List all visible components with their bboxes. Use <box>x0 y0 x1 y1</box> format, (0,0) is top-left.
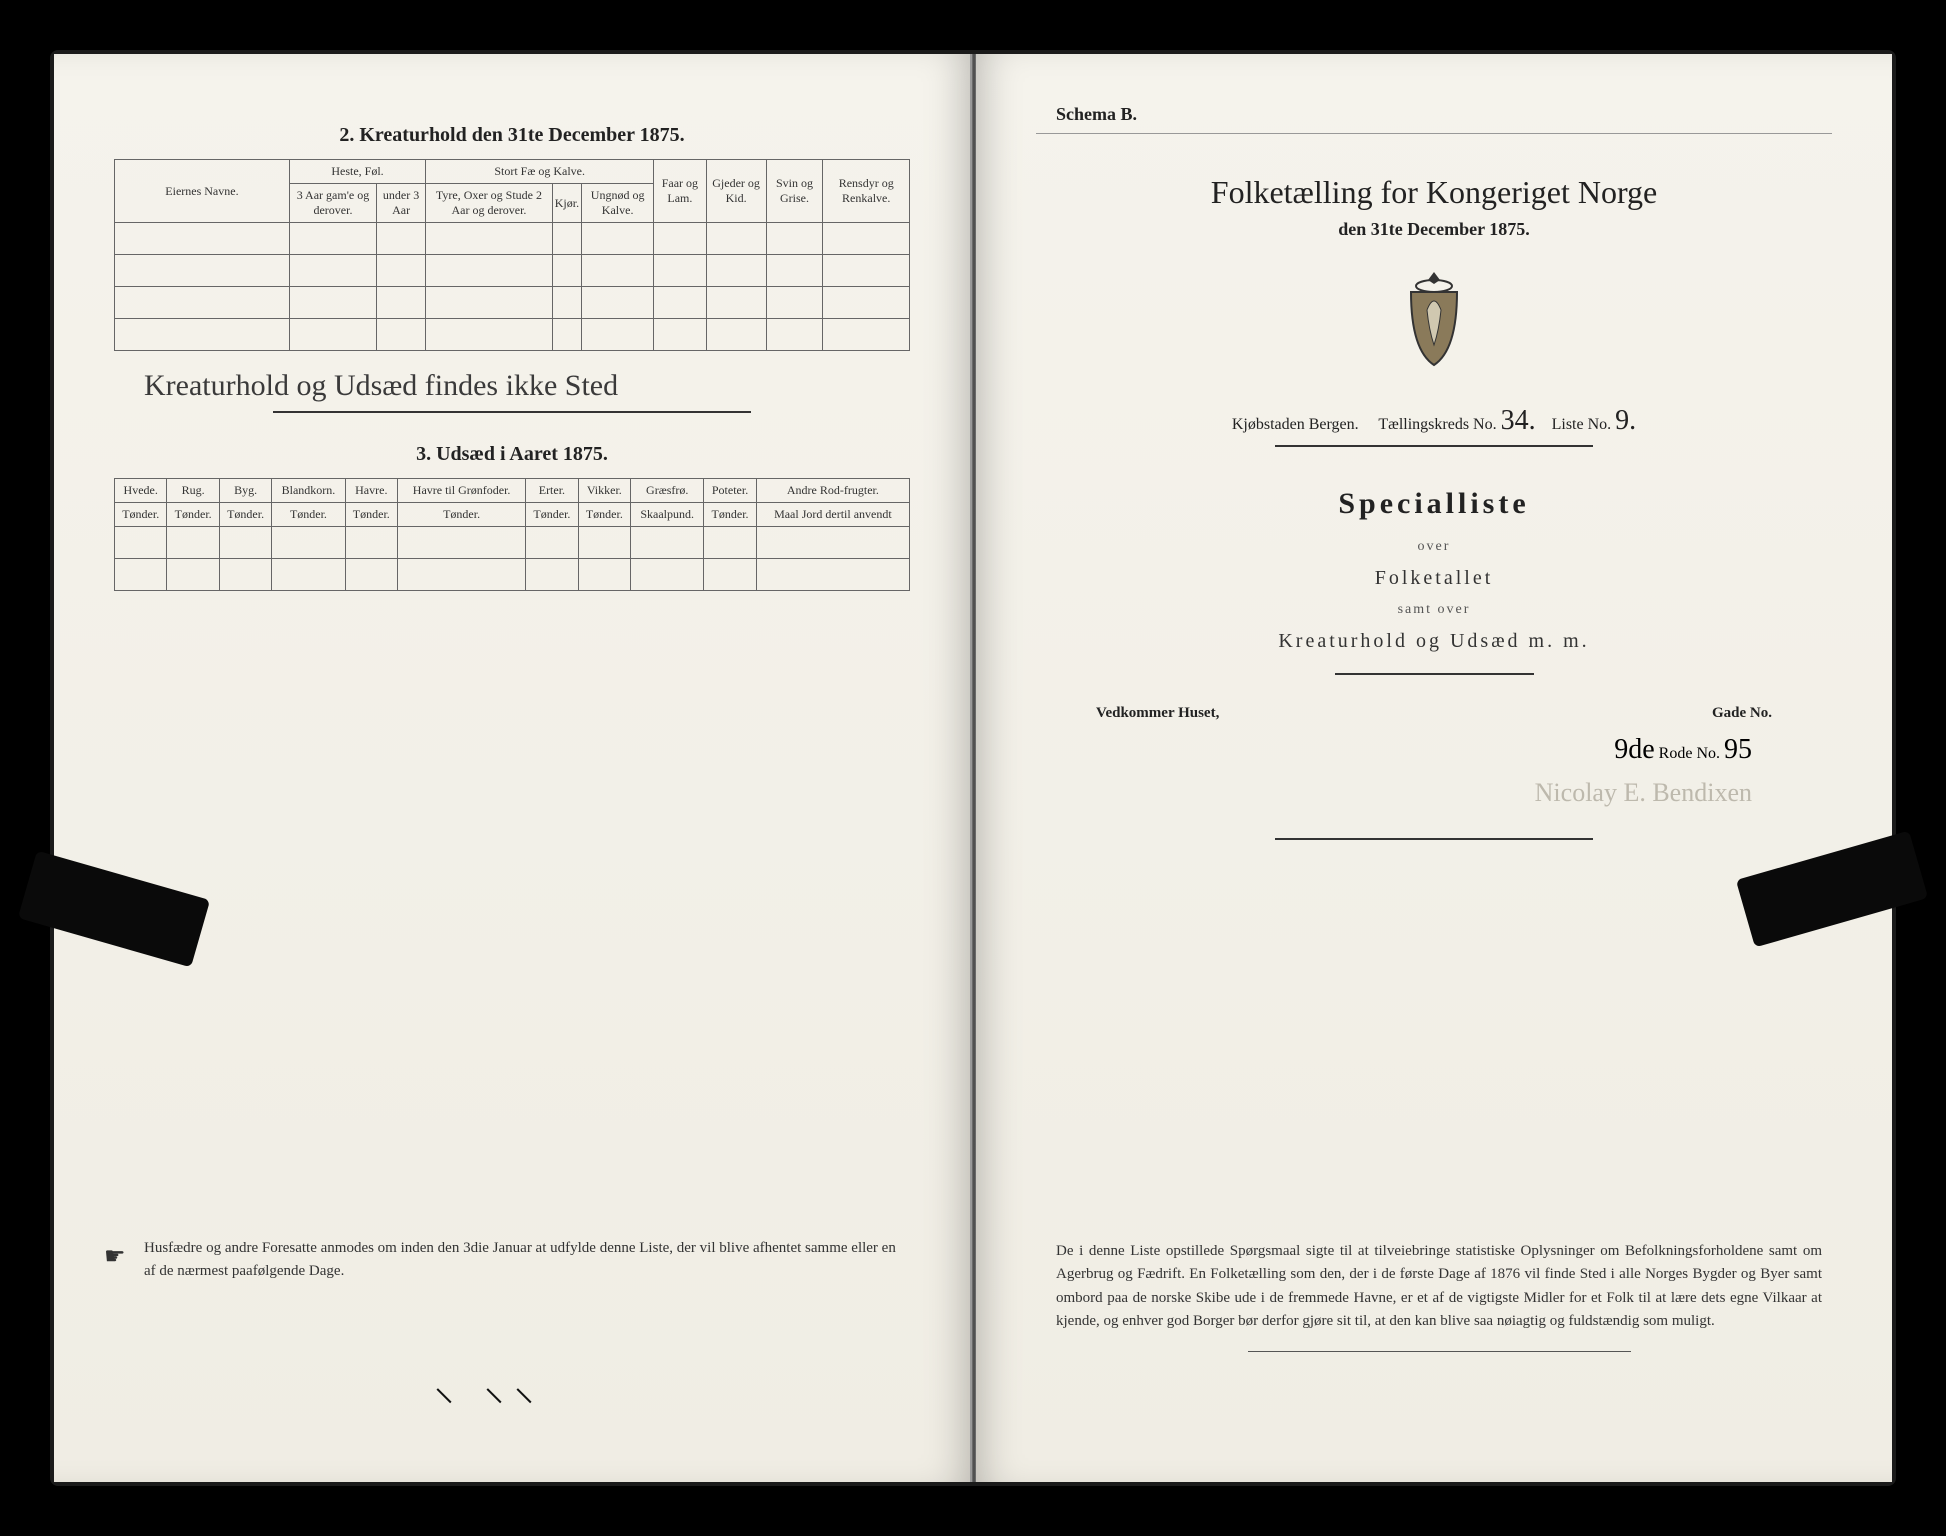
vedkommer-label: Vedkommer Huset, <box>1096 705 1219 722</box>
rode-label: Rode No. <box>1659 745 1720 762</box>
unit: Tønder. <box>272 503 345 527</box>
livestock-table: Eiernes Navne. Heste, Føl. Stort Fæ og K… <box>114 159 910 351</box>
city-line: Kjøbstaden Bergen. Tællingskreds No. 34.… <box>1036 405 1832 437</box>
over-label: over <box>1036 539 1832 555</box>
unit-maal: Maal Jord dertil anvendt <box>756 503 909 527</box>
col-havre: Havre. <box>345 479 397 503</box>
kreatur-label: Kreaturhold og Udsæd m. m. <box>1036 630 1832 653</box>
col-havre-gron: Havre til Grønfoder. <box>398 479 526 503</box>
unit: Tønder. <box>526 503 578 527</box>
house-line: Vedkommer Huset, Gade No. <box>1096 705 1772 722</box>
handwritten-note: Kreaturhold og Udsæd findes ikke Sted <box>144 369 910 403</box>
heste-col1: 3 Aar gam'e og derover. <box>289 184 376 223</box>
rensdyr-header: Rensdyr og Renkalve. <box>823 160 910 223</box>
underline <box>273 411 751 413</box>
divider <box>1036 133 1832 134</box>
unit: Tønder. <box>398 503 526 527</box>
table-row <box>115 527 910 559</box>
footer-text: Husfædre og andre Foresatte anmodes om i… <box>144 1240 896 1279</box>
coat-of-arms-icon <box>1036 270 1832 375</box>
unit: Tønder. <box>578 503 630 527</box>
right-footer-paragraph: De i denne Liste opstillede Spørgsmaal s… <box>1056 1240 1822 1352</box>
city-label: Kjøbstaden Bergen. <box>1232 416 1359 433</box>
divider <box>1275 838 1593 840</box>
inkblot-marks: ⸜ ⸜⸜ <box>434 1357 544 1412</box>
unit: Tønder. <box>219 503 271 527</box>
rode-line: 9de Rode No. 95 <box>1036 734 1752 766</box>
table-row <box>115 287 910 319</box>
schema-label: Schema B. <box>1056 104 1832 125</box>
heste-group: Heste, Føl. <box>289 160 425 184</box>
unit-skaal: Skaalpund. <box>631 503 704 527</box>
svin-header: Svin og Grise. <box>766 160 823 223</box>
left-page: 2. Kreaturhold den 31te December 1875. E… <box>54 54 972 1482</box>
hand-pointer-icon: ☛ <box>104 1239 126 1275</box>
sub-title: den 31te December 1875. <box>1036 219 1832 240</box>
heste-col2: under 3 Aar <box>377 184 426 223</box>
gade-label: Gade No. <box>1712 705 1772 722</box>
kreds-label: Tællingskreds No. <box>1378 416 1496 433</box>
col-hvede: Hvede. <box>115 479 167 503</box>
col-poteter: Poteter. <box>704 479 756 503</box>
stort-col1: Tyre, Oxer og Stude 2 Aar og derover. <box>426 184 553 223</box>
gjeder-header: Gjeder og Kid. <box>706 160 766 223</box>
col-vikker: Vikker. <box>578 479 630 503</box>
col-erter: Erter. <box>526 479 578 503</box>
section3-title: 3. Udsæd i Aaret 1875. <box>114 443 910 466</box>
stort-col2: Kjør. <box>552 184 581 223</box>
col-blandkorn: Blandkorn. <box>272 479 345 503</box>
rode-prefix: 9de <box>1614 734 1654 765</box>
rode-no: 95 <box>1724 734 1752 765</box>
table-row <box>115 223 910 255</box>
folketallet-label: Folketallet <box>1036 567 1832 590</box>
liste-no: 9. <box>1615 405 1636 436</box>
book-spread: 2. Kreaturhold den 31te December 1875. E… <box>50 50 1896 1486</box>
samt-over-label: samt over <box>1036 602 1832 618</box>
footer-text: De i denne Liste opstillede Spørgsmaal s… <box>1056 1243 1822 1329</box>
stort-group: Stort Fæ og Kalve. <box>426 160 654 184</box>
unit: Tønder. <box>115 503 167 527</box>
divider <box>1248 1351 1631 1352</box>
main-title: Folketælling for Kongeriget Norge <box>1036 174 1832 211</box>
unit: Tønder. <box>704 503 756 527</box>
kreds-no: 34. <box>1501 405 1536 436</box>
col-byg: Byg. <box>219 479 271 503</box>
stort-col3: Ungnød og Kalve. <box>582 184 654 223</box>
owner-header: Eiernes Navne. <box>115 160 290 223</box>
seed-table: Hvede. Rug. Byg. Blandkorn. Havre. Havre… <box>114 478 910 591</box>
right-page: Schema B. Folketælling for Kongeriget No… <box>976 54 1892 1482</box>
divider <box>1275 445 1593 447</box>
table-row <box>115 559 910 591</box>
divider <box>1335 673 1534 675</box>
left-footer-note: ☛ Husfædre og andre Foresatte anmodes om… <box>144 1237 910 1282</box>
signature: Nicolay E. Bendixen <box>1036 778 1752 808</box>
liste-label: Liste No. <box>1552 416 1612 433</box>
section2-title: 2. Kreaturhold den 31te December 1875. <box>114 124 910 147</box>
table-row <box>115 255 910 287</box>
table-row <box>115 319 910 351</box>
col-rug: Rug. <box>167 479 219 503</box>
faar-header: Faar og Lam. <box>654 160 706 223</box>
unit: Tønder. <box>345 503 397 527</box>
unit: Tønder. <box>167 503 219 527</box>
col-andre: Andre Rod-frugter. <box>756 479 909 503</box>
specialliste-title: Specialliste <box>1036 487 1832 521</box>
col-graesfro: Græsfrø. <box>631 479 704 503</box>
